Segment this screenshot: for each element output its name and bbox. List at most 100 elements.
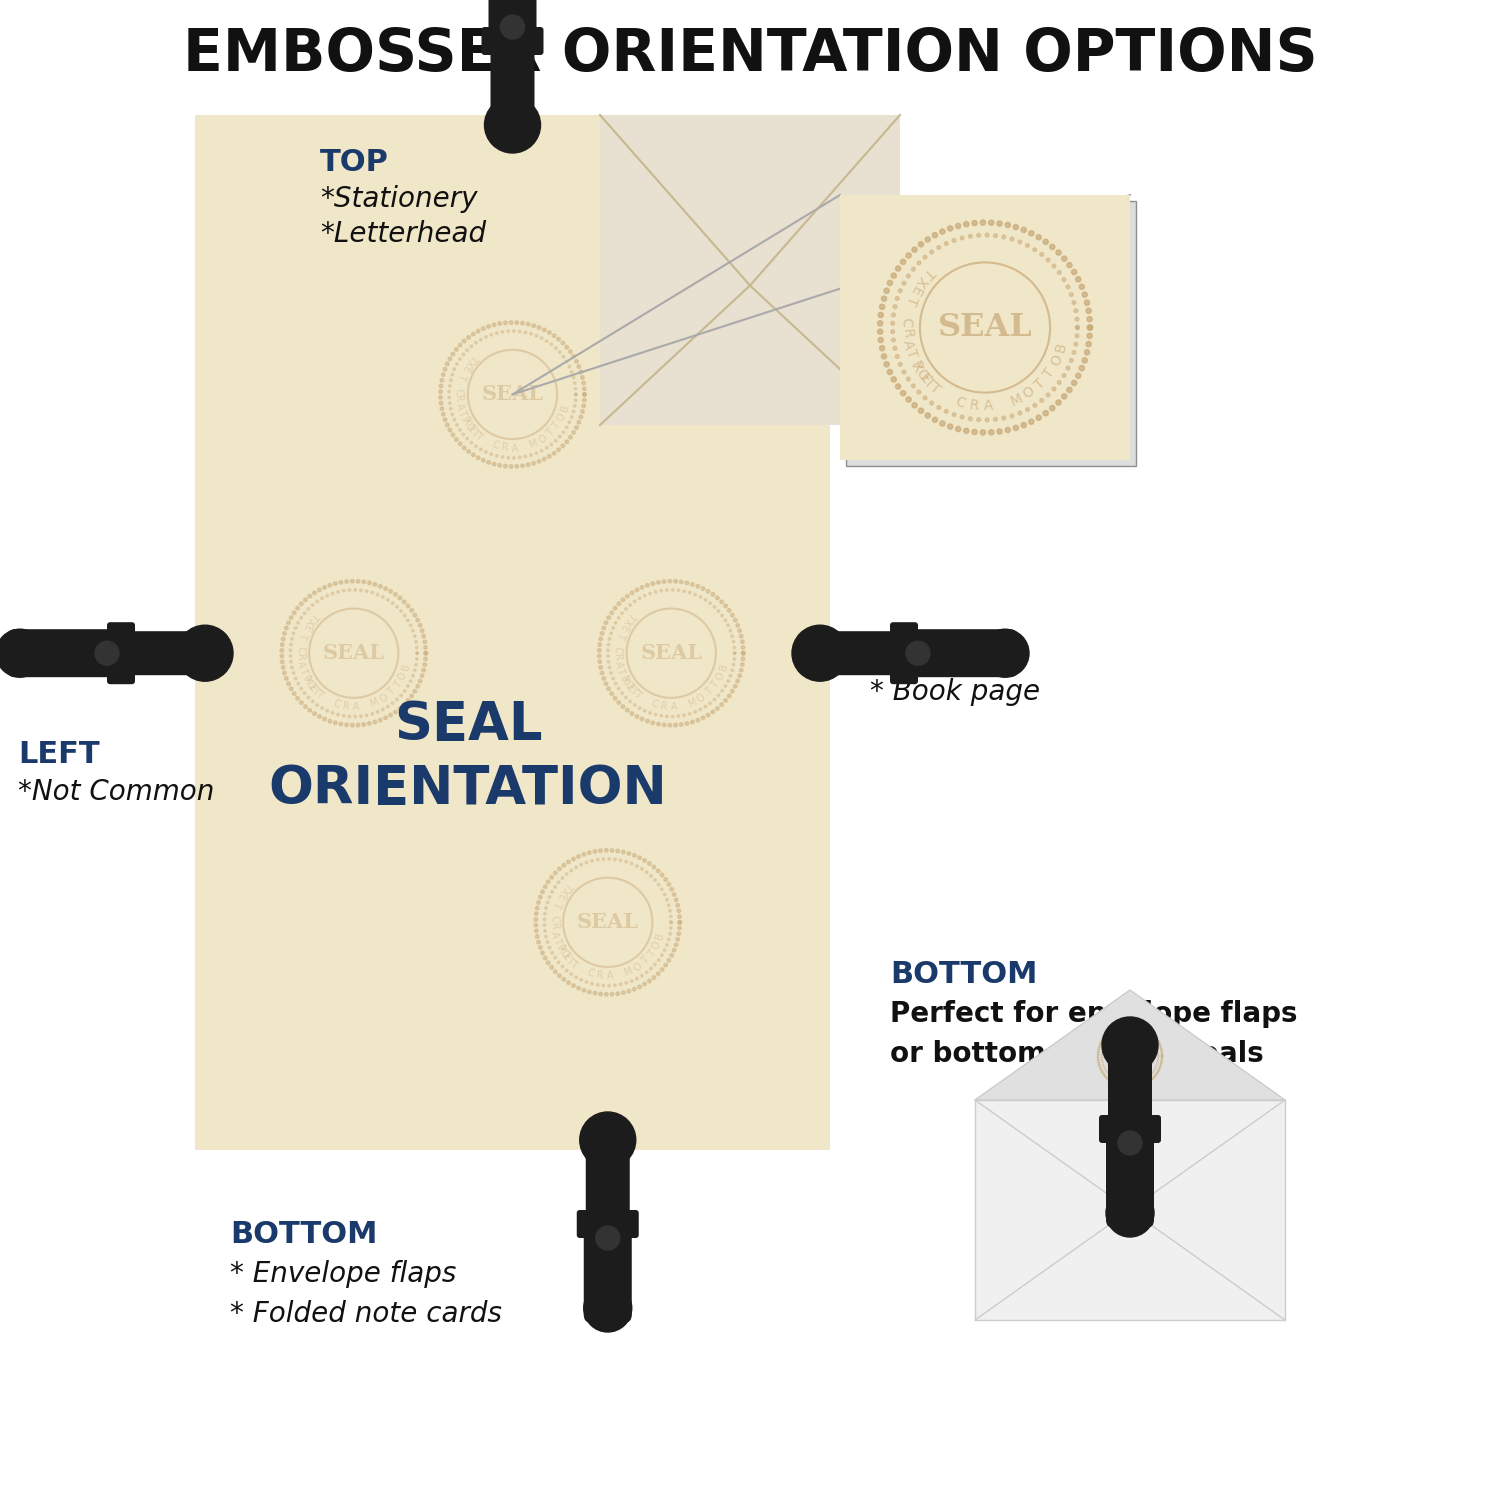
FancyBboxPatch shape — [8, 628, 123, 676]
Circle shape — [633, 987, 636, 992]
Circle shape — [729, 675, 732, 676]
Circle shape — [670, 954, 674, 957]
Circle shape — [986, 419, 988, 422]
Circle shape — [578, 855, 580, 858]
Text: E: E — [300, 622, 312, 633]
Circle shape — [688, 591, 692, 594]
Circle shape — [906, 254, 910, 258]
Circle shape — [570, 974, 573, 975]
Circle shape — [532, 324, 536, 327]
Circle shape — [660, 968, 664, 972]
Circle shape — [462, 446, 466, 450]
Text: T: T — [704, 686, 714, 698]
Circle shape — [1100, 1070, 1102, 1071]
Circle shape — [1071, 270, 1077, 274]
Circle shape — [624, 608, 627, 610]
Circle shape — [501, 15, 525, 39]
Circle shape — [604, 621, 608, 624]
Circle shape — [644, 858, 646, 862]
Circle shape — [562, 978, 566, 981]
Text: SEAL: SEAL — [322, 644, 384, 663]
Text: E: E — [908, 284, 924, 298]
FancyBboxPatch shape — [584, 1222, 632, 1323]
Text: R: R — [294, 654, 304, 662]
Text: O: O — [555, 411, 567, 423]
Circle shape — [1152, 1078, 1154, 1080]
Circle shape — [663, 723, 666, 726]
Circle shape — [574, 360, 579, 363]
Circle shape — [1161, 1060, 1162, 1062]
Circle shape — [952, 238, 956, 243]
Circle shape — [566, 426, 568, 429]
Circle shape — [1128, 1023, 1130, 1025]
Circle shape — [728, 694, 730, 698]
Circle shape — [466, 438, 468, 440]
Text: T: T — [627, 686, 639, 698]
Circle shape — [1134, 1088, 1136, 1089]
Circle shape — [546, 447, 548, 448]
Circle shape — [484, 98, 540, 153]
Circle shape — [514, 465, 519, 468]
Circle shape — [600, 670, 604, 675]
Circle shape — [291, 666, 294, 669]
Circle shape — [308, 608, 309, 610]
Circle shape — [1013, 424, 1019, 430]
Circle shape — [354, 716, 357, 718]
Circle shape — [514, 321, 519, 324]
Text: A: A — [984, 399, 993, 414]
Circle shape — [510, 465, 513, 468]
Text: T: T — [468, 427, 480, 438]
Circle shape — [543, 328, 546, 332]
Circle shape — [660, 590, 663, 592]
Circle shape — [699, 708, 702, 711]
Circle shape — [663, 892, 666, 896]
Circle shape — [538, 896, 542, 898]
Circle shape — [712, 698, 716, 700]
Circle shape — [1088, 326, 1092, 330]
Circle shape — [1142, 1084, 1143, 1086]
Text: O: O — [1048, 352, 1065, 369]
Circle shape — [413, 690, 417, 693]
Text: C: C — [453, 387, 464, 394]
Circle shape — [456, 363, 458, 366]
Circle shape — [540, 951, 544, 954]
Circle shape — [621, 598, 624, 602]
Circle shape — [1074, 342, 1078, 346]
FancyBboxPatch shape — [490, 40, 534, 140]
Circle shape — [900, 260, 906, 264]
Circle shape — [546, 880, 550, 884]
Text: A: A — [352, 702, 360, 712]
Text: O: O — [1149, 1064, 1155, 1070]
Circle shape — [326, 594, 328, 597]
Circle shape — [570, 868, 573, 871]
Circle shape — [734, 618, 736, 622]
Circle shape — [530, 333, 532, 334]
Text: C: C — [898, 318, 914, 328]
FancyBboxPatch shape — [806, 632, 904, 675]
Circle shape — [572, 354, 576, 358]
Circle shape — [308, 594, 312, 598]
Circle shape — [402, 600, 406, 603]
Circle shape — [519, 456, 520, 459]
Circle shape — [546, 340, 548, 342]
Circle shape — [1112, 1082, 1113, 1083]
Text: A: A — [1104, 1059, 1110, 1064]
Circle shape — [423, 645, 427, 650]
Circle shape — [474, 342, 477, 344]
Circle shape — [1131, 1088, 1132, 1089]
Circle shape — [450, 408, 452, 410]
Circle shape — [710, 702, 711, 705]
Circle shape — [896, 384, 902, 388]
Circle shape — [604, 849, 608, 852]
Circle shape — [459, 344, 462, 346]
Circle shape — [664, 878, 668, 882]
Circle shape — [598, 644, 602, 646]
Circle shape — [582, 404, 585, 408]
Circle shape — [582, 988, 585, 992]
Circle shape — [378, 718, 382, 722]
Circle shape — [878, 312, 884, 318]
Circle shape — [616, 849, 620, 853]
Circle shape — [892, 346, 897, 350]
Circle shape — [640, 717, 644, 722]
Text: T: T — [564, 956, 574, 966]
